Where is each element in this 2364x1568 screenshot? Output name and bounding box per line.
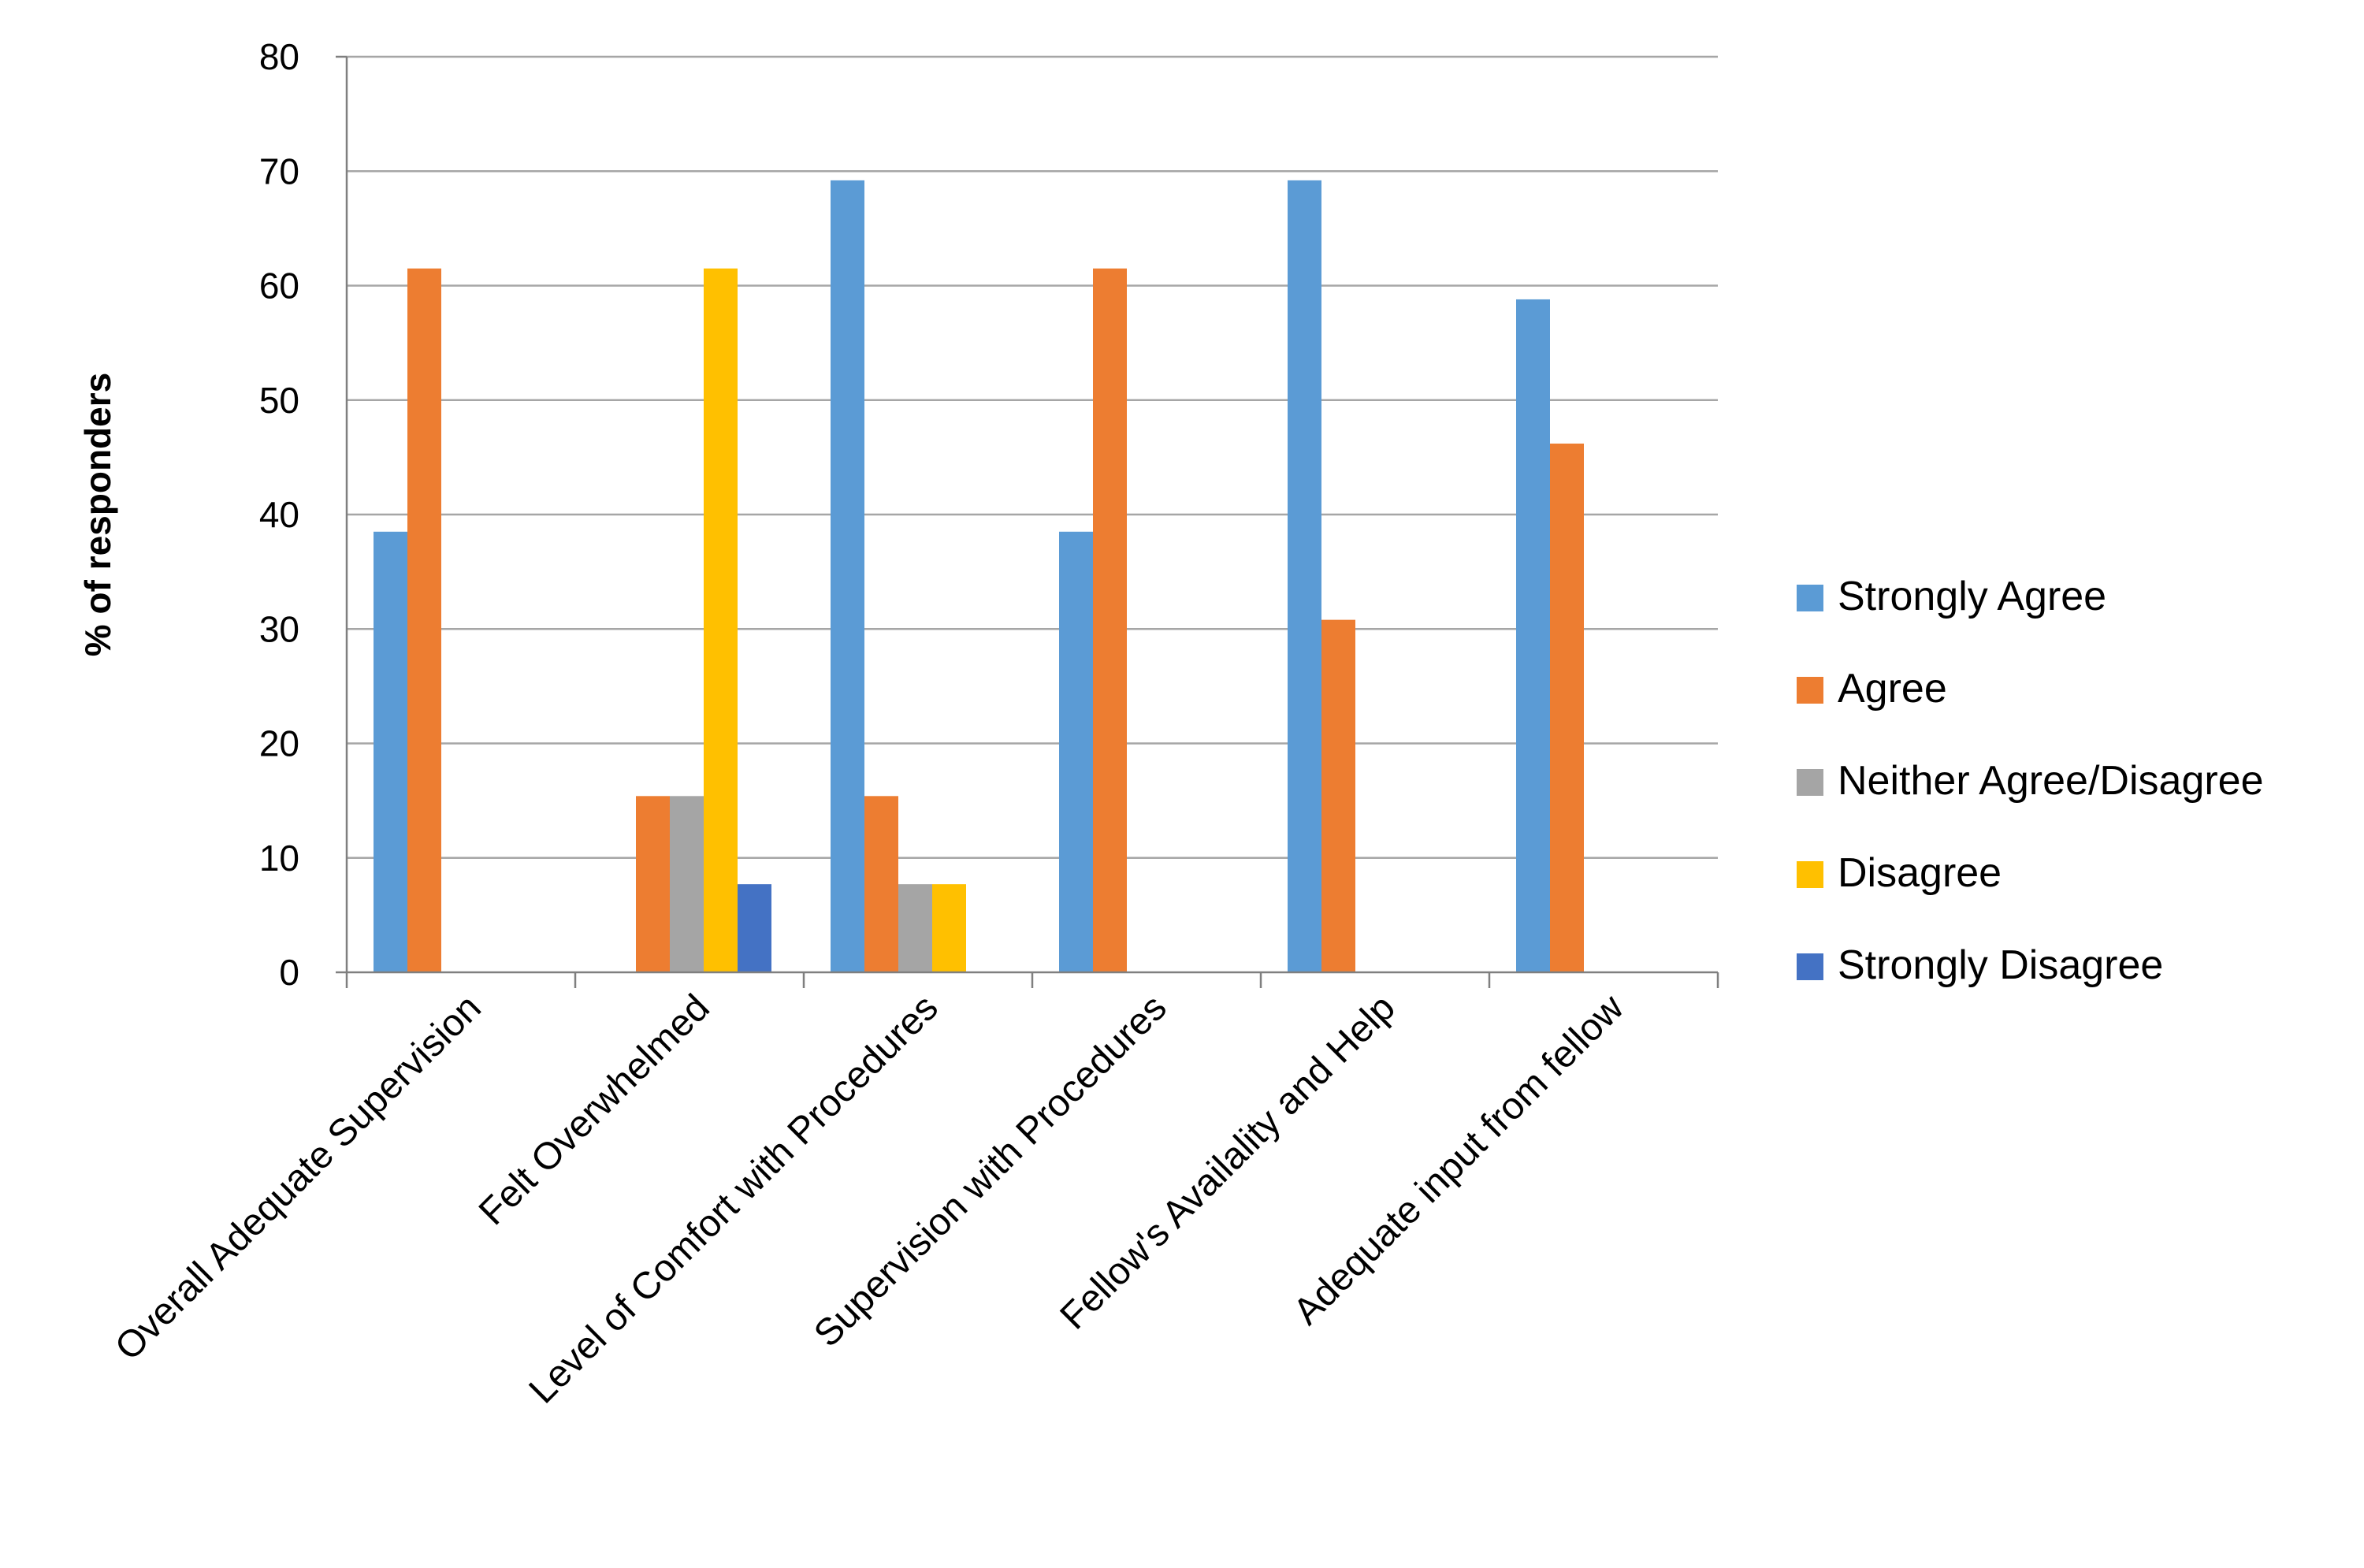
legend-swatch — [1797, 769, 1823, 796]
y-tick-label: 60 — [259, 266, 299, 307]
bar — [831, 180, 864, 972]
bar — [1321, 619, 1355, 972]
bar — [1550, 443, 1584, 972]
y-tick-label: 40 — [259, 494, 299, 535]
legend-label: Strongly Disagree — [1838, 942, 2163, 988]
bar — [374, 531, 407, 972]
legend: Strongly Agree Agree Neither Agree/Disagre… — [1797, 574, 2264, 988]
bar — [864, 796, 898, 972]
bar — [898, 884, 932, 972]
bar — [636, 796, 670, 972]
category-label: Felt Overwhelmed — [471, 987, 718, 1233]
legend-swatch — [1797, 861, 1823, 888]
bar — [704, 268, 738, 972]
grid-lines — [347, 55, 1718, 859]
y-tick-label: 20 — [259, 723, 299, 764]
bar — [1288, 180, 1321, 972]
y-tick-label: 0 — [279, 952, 299, 993]
bar — [738, 884, 771, 972]
bar — [1516, 299, 1550, 972]
bar — [670, 796, 704, 972]
bar — [407, 268, 441, 972]
legend-label: Neither Agree/Disagree — [1838, 758, 2264, 804]
y-tick-label: 50 — [259, 380, 299, 421]
legend-swatch — [1797, 585, 1823, 611]
bar — [1059, 531, 1093, 972]
category-label: Overall Adequate Supervision — [107, 987, 489, 1369]
legend-swatch — [1797, 953, 1823, 980]
y-tick-label: 30 — [259, 608, 299, 649]
y-axis-label: % of responders — [77, 373, 118, 656]
y-tick-label: 70 — [259, 150, 299, 191]
bars — [374, 180, 1584, 972]
y-tick-labels: 0 10 20 30 40 50 60 70 80 — [259, 36, 299, 993]
y-tick-label: 80 — [259, 36, 299, 77]
axes — [336, 55, 1719, 988]
bar — [1093, 268, 1127, 972]
category-label: Level of Comfort with Procedures — [522, 987, 946, 1411]
legend-label: Disagree — [1838, 850, 2002, 896]
y-tick-label: 10 — [259, 838, 299, 879]
legend-swatch — [1797, 677, 1823, 704]
bar — [932, 884, 966, 972]
legend-label: Agree — [1838, 666, 1947, 712]
legend-label: Strongly Agree — [1838, 574, 2106, 619]
